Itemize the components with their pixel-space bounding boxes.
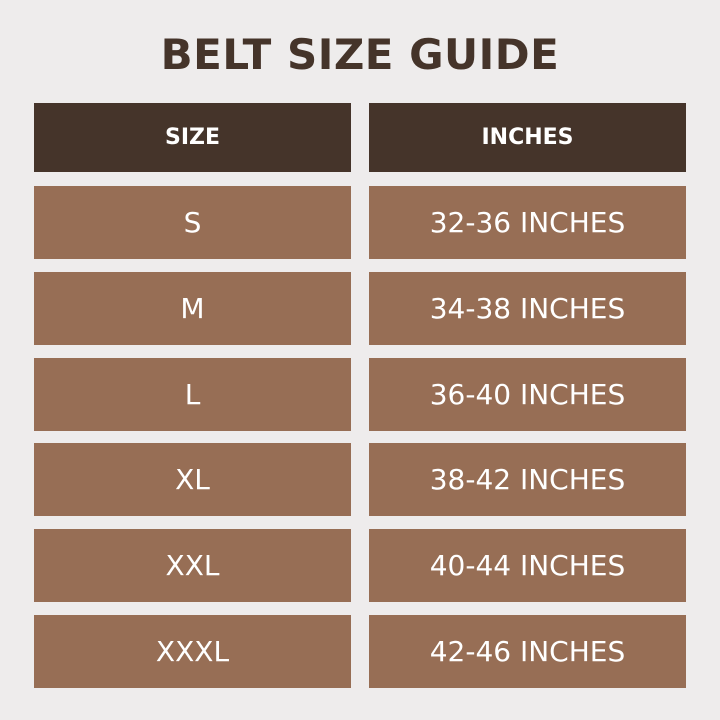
inches-cell: 36-40 INCHES xyxy=(369,358,686,431)
size-cell: L xyxy=(34,358,351,431)
inches-cell: 40-44 INCHES xyxy=(369,529,686,602)
size-cell: XXXL xyxy=(34,615,351,688)
size-cell: M xyxy=(34,272,351,345)
inches-cell: 42-46 INCHES xyxy=(369,615,686,688)
header-size: SIZE xyxy=(34,103,351,172)
inches-cell: 38-42 INCHES xyxy=(369,443,686,516)
size-cell: XXL xyxy=(34,529,351,602)
size-cell: S xyxy=(34,186,351,259)
inches-cell: 32-36 INCHES xyxy=(369,186,686,259)
size-cell: XL xyxy=(34,443,351,516)
page-title: BELT SIZE GUIDE xyxy=(160,30,560,79)
inches-cell: 34-38 INCHES xyxy=(369,272,686,345)
header-inches: INCHES xyxy=(369,103,686,172)
